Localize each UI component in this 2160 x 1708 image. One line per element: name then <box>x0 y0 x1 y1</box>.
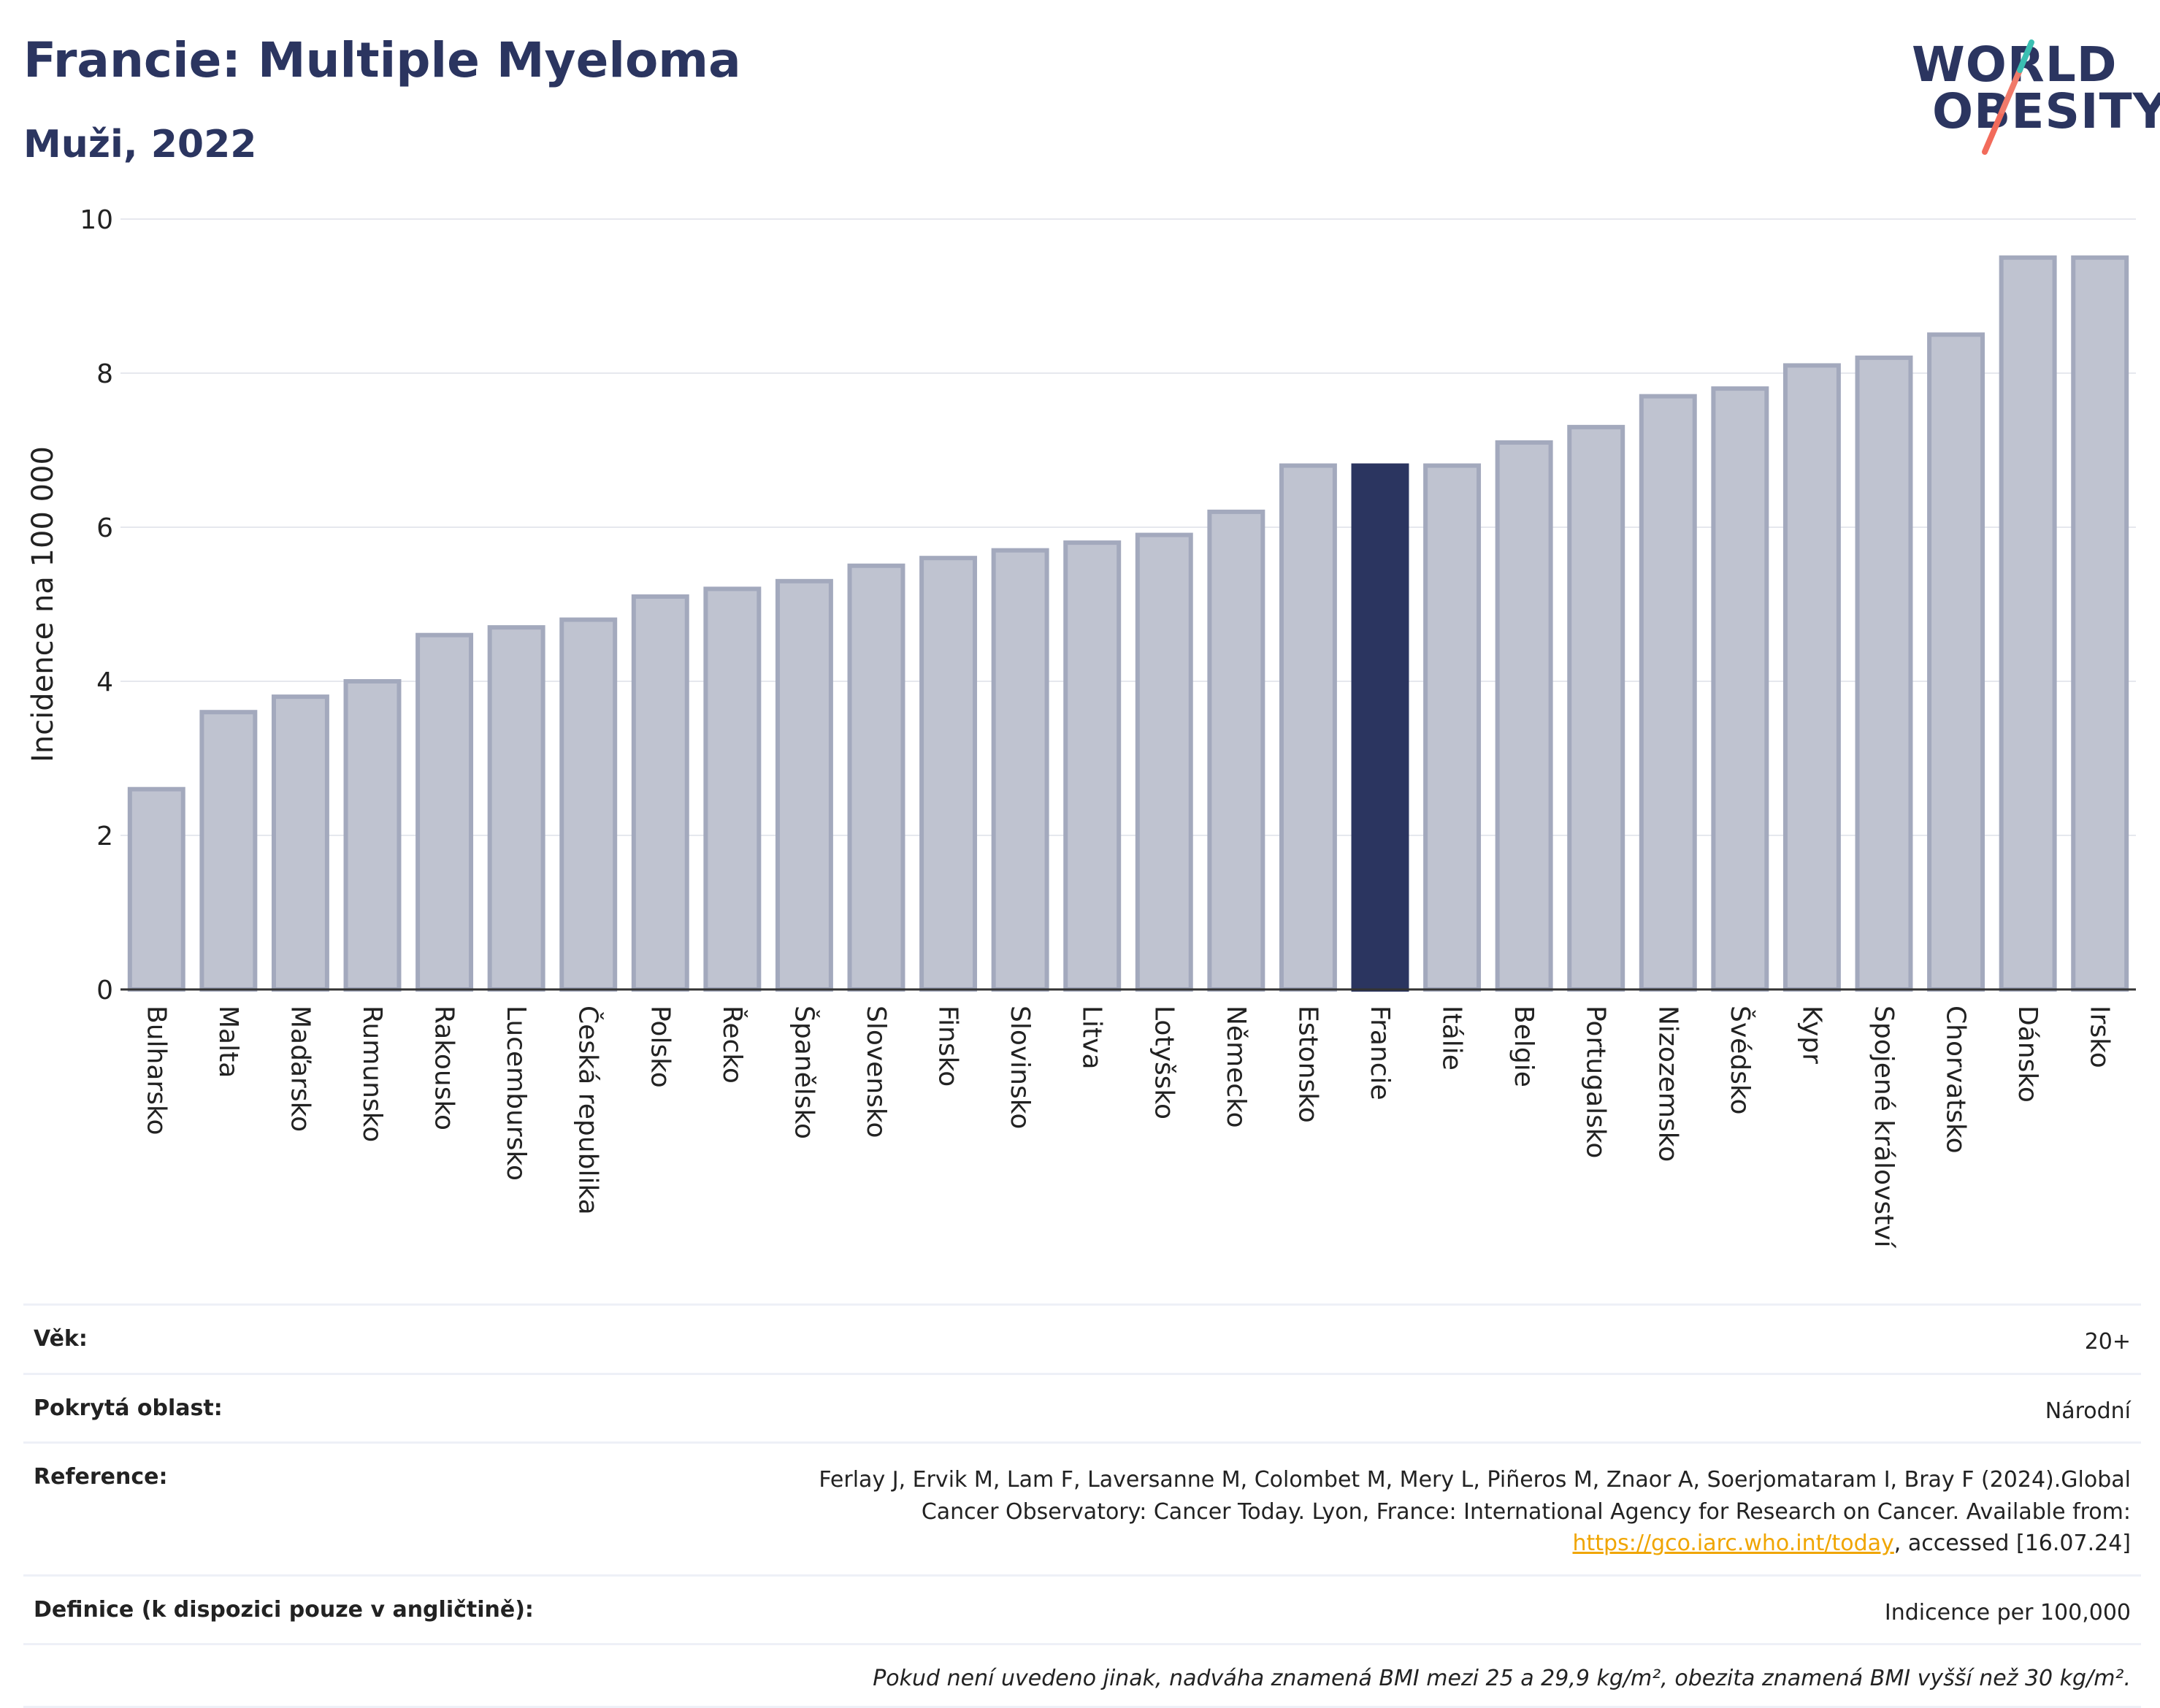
x-tick-label: Belgie <box>1509 1006 1539 1087</box>
chart-title: Francie: Multiple Myeloma <box>23 32 741 88</box>
bar-estonsko <box>1279 463 1337 992</box>
area-label: Pokrytá oblast: <box>34 1395 223 1421</box>
world-obesity-logo: WORLD OBESITY <box>1906 35 2160 159</box>
bar-nizozemsko <box>1639 394 1697 992</box>
bar-maďarsko <box>271 694 329 992</box>
bar-litva <box>1063 540 1122 992</box>
reference-text-2: , accessed [16.07.24] <box>1893 1531 2131 1556</box>
bar-itálie <box>1423 463 1482 992</box>
bar-chorvatsko <box>1927 332 1985 992</box>
x-tick-label: Nizozemsko <box>1652 1006 1682 1162</box>
bar-lotyšsko <box>1135 532 1193 992</box>
y-tick-label: 2 <box>96 822 113 851</box>
x-tick-label: Lucembursko <box>501 1006 531 1181</box>
bar-finsko <box>919 556 978 992</box>
reference-label: Reference: <box>34 1464 168 1490</box>
bar-švédsko <box>1711 386 1769 992</box>
info-table: Věk: 20+ Pokrytá oblast: Národní Referen… <box>23 1303 2141 1708</box>
x-tick-label: Polsko <box>645 1006 675 1088</box>
x-tick-label: Chorvatsko <box>1941 1006 1971 1154</box>
x-tick-label: Litva <box>1077 1006 1107 1070</box>
reference-text-1: Ferlay J, Ervik M, Lam F, Laversanne M, … <box>819 1467 2131 1525</box>
bar-německo <box>1207 509 1265 992</box>
x-tick-label: Dánsko <box>2012 1006 2042 1103</box>
bmi-note: Pokud není uvedeno jinak, nadváha znamen… <box>873 1666 2131 1691</box>
x-tick-label: Spojené království <box>1869 1006 1899 1249</box>
bar-řecko <box>703 586 762 992</box>
x-tick-label: Česká republika <box>573 1006 604 1215</box>
x-tick-label: Španělsko <box>789 1006 819 1139</box>
bar-irsko <box>2071 255 2129 992</box>
y-tick-label: 0 <box>96 976 113 1006</box>
info-row-age: Věk: 20+ <box>23 1303 2141 1373</box>
bar-španělsko <box>775 578 833 992</box>
info-row-area: Pokrytá oblast: Národní <box>23 1372 2141 1442</box>
area-value: Národní <box>2045 1398 2131 1424</box>
x-tick-label: Slovinsko <box>1005 1006 1035 1129</box>
bar-portugalsko <box>1567 424 1625 992</box>
x-tick-label: Lotyšsko <box>1149 1006 1179 1119</box>
bar-rumunsko <box>343 679 402 992</box>
x-tick-label: Irsko <box>2085 1006 2115 1068</box>
x-tick-label: Francie <box>1365 1006 1395 1100</box>
info-row-reference: Reference: Ferlay J, Ervik M, Lam F, Lav… <box>23 1441 2141 1574</box>
bar-dánsko <box>1999 255 2057 992</box>
reference-value: Ferlay J, Ervik M, Lam F, Laversanne M, … <box>743 1464 2131 1560</box>
x-tick-label: Finsko <box>933 1006 963 1087</box>
logo-text-obesity: OBESITY <box>1932 83 2160 139</box>
definition-value: Indicence per 100,000 <box>1884 1599 2131 1625</box>
reference-link[interactable]: https://gco.iarc.who.int/today <box>1572 1531 1894 1556</box>
bar-slovensko <box>847 563 905 992</box>
x-tick-label: Německo <box>1221 1006 1251 1128</box>
bar-slovinsko <box>991 548 1049 992</box>
bar-česká-republika <box>559 617 618 992</box>
y-tick-label: 6 <box>96 513 113 543</box>
y-tick-label: 4 <box>96 667 113 697</box>
x-tick-label: Rumunsko <box>357 1006 387 1142</box>
bar-bulharsko <box>127 786 185 992</box>
x-tick-label: Malta <box>213 1006 243 1078</box>
x-tick-label: Maďarsko <box>285 1006 315 1132</box>
bar-rakousko <box>415 632 474 992</box>
bar-kypr <box>1782 363 1841 992</box>
bar-polsko <box>631 594 689 992</box>
x-tick-label: Slovensko <box>861 1006 891 1138</box>
age-value: 20+ <box>2084 1329 2131 1355</box>
definition-label: Definice (k dispozici pouze v angličtině… <box>34 1596 534 1623</box>
x-tick-label: Portugalsko <box>1581 1006 1611 1158</box>
info-row-definition: Definice (k dispozici pouze v angličtině… <box>23 1574 2141 1644</box>
chart-subtitle: Muži, 2022 <box>23 123 257 166</box>
x-tick-label: Řecko <box>717 1006 748 1084</box>
bars <box>127 255 2129 992</box>
y-tick-label: 10 <box>80 205 113 235</box>
logo-slash-icon <box>1982 39 2034 155</box>
x-tick-label: Kypr <box>1796 1006 1826 1064</box>
bar-malta <box>199 710 258 992</box>
x-tick-label: Bulharsko <box>141 1006 171 1136</box>
bar-spojené-království <box>1855 355 1913 992</box>
y-tick-label: 8 <box>96 359 113 389</box>
bar-francie <box>1351 463 1409 992</box>
x-tick-label: Estonsko <box>1292 1006 1322 1123</box>
bar-chart: 0 2 4 6 8 10 Bulharsko Malta Maďarsko Rumunsko Rak… <box>26 205 2136 1249</box>
x-tick-label: Švédsko <box>1725 1006 1755 1115</box>
y-axis-label: Incidence na 100 000 <box>26 446 60 762</box>
bar-belgie <box>1495 440 1553 992</box>
axes: 0 2 4 6 8 10 Bulharsko Malta Maďarsko Rumunsko Rak… <box>80 205 2136 1249</box>
x-tick-label: Rakousko <box>429 1006 459 1130</box>
age-label: Věk: <box>34 1326 88 1352</box>
bar-lucembursko <box>487 625 545 992</box>
x-tick-label: Itálie <box>1437 1006 1467 1071</box>
info-row-note: Pokud není uvedeno jinak, nadváha znamen… <box>23 1643 2141 1708</box>
